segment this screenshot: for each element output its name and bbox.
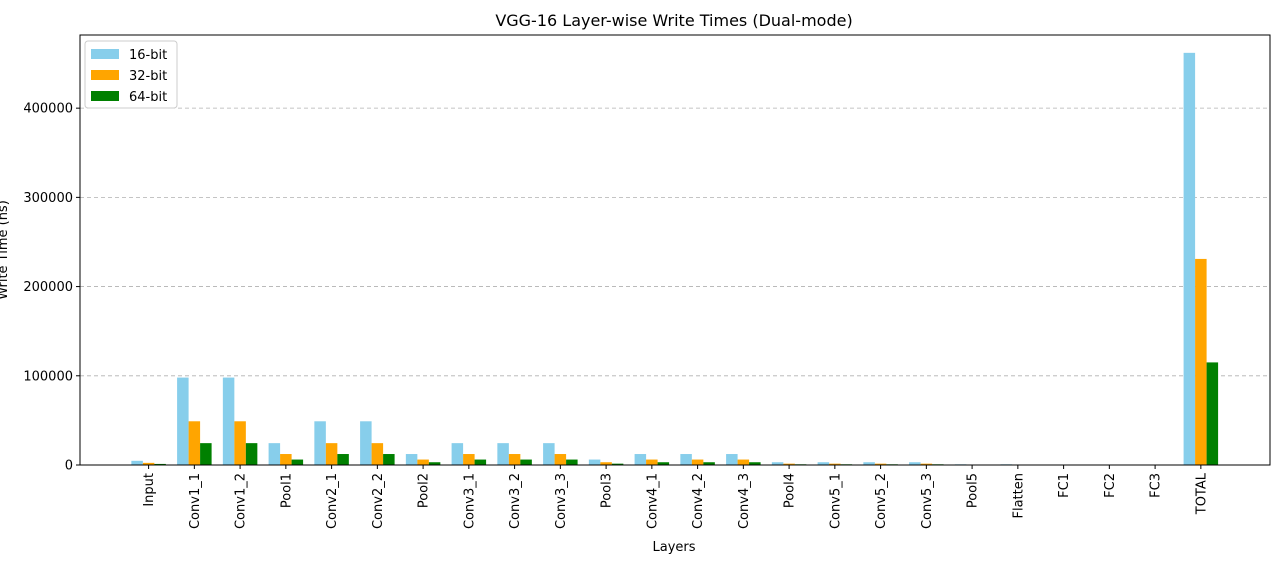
x-tick-label: Conv5_2 <box>874 473 889 529</box>
x-tick-label: Conv2_1 <box>325 473 340 529</box>
bar <box>188 421 201 465</box>
bar <box>405 454 418 465</box>
x-tick-label: Pool2 <box>417 473 432 508</box>
x-tick-label: Conv1_2 <box>234 473 249 529</box>
bar <box>771 462 784 465</box>
legend: 16-bit 32-bit 64-bit <box>84 40 178 109</box>
chart-title: VGG-16 Layer-wise Write Times (Dual-mode… <box>495 11 852 30</box>
bar <box>451 443 464 465</box>
x-tick-label: Conv5_3 <box>920 473 935 529</box>
x-tick-label: Conv4_3 <box>737 473 752 529</box>
x-tick-label: FC3 <box>1149 473 1164 498</box>
bar <box>245 443 258 465</box>
bar <box>131 460 143 465</box>
bar <box>291 459 304 465</box>
grid-lines <box>80 107 1270 377</box>
bar <box>554 454 567 465</box>
bar <box>543 443 555 465</box>
bar <box>737 459 750 465</box>
legend-swatch <box>91 49 119 59</box>
x-tick-label: Pool3 <box>600 473 615 508</box>
x-tick-label: Conv4_1 <box>645 473 660 529</box>
bar <box>588 459 601 465</box>
legend-swatch <box>91 70 119 80</box>
bar <box>280 454 292 465</box>
bar <box>646 459 658 465</box>
bar <box>566 459 578 465</box>
bar <box>314 421 326 465</box>
bar <box>783 463 795 465</box>
bar <box>325 443 338 465</box>
x-tick-label: Input <box>142 473 157 507</box>
bar <box>142 462 155 465</box>
bar <box>657 462 670 465</box>
bar <box>268 443 281 465</box>
bar <box>863 462 875 465</box>
x-tick-label: Conv5_1 <box>828 473 843 529</box>
bar <box>200 443 212 465</box>
y-tick-label: 200000 <box>23 280 73 295</box>
bar <box>749 462 761 465</box>
bar <box>474 459 487 465</box>
bar <box>1195 258 1207 465</box>
x-tick-label: Conv3_2 <box>508 473 523 529</box>
bar <box>634 454 647 465</box>
bar <box>817 462 830 465</box>
bar <box>417 459 429 465</box>
bar <box>1206 362 1219 465</box>
y-tick-label: 300000 <box>23 191 73 206</box>
bar <box>383 454 395 465</box>
y-axis-title: Write Time (ns) <box>0 200 11 300</box>
y-axis: 0 100000 200000 300000 400000 <box>23 102 80 474</box>
bar <box>691 459 704 465</box>
bar <box>508 454 521 465</box>
bar <box>154 463 166 465</box>
legend-swatch <box>91 91 119 101</box>
legend-label: 16-bit <box>129 48 167 63</box>
bar <box>177 377 189 465</box>
x-tick-label: Conv2_2 <box>371 473 386 529</box>
bar <box>680 454 692 465</box>
bar <box>600 462 612 465</box>
x-tick-label: Conv4_2 <box>691 473 706 529</box>
y-tick-label: 0 <box>65 459 73 474</box>
y-tick-label: 100000 <box>23 369 73 384</box>
bar <box>909 462 921 465</box>
bar <box>428 462 441 465</box>
bar <box>222 377 235 465</box>
bar <box>611 463 624 465</box>
bar <box>1183 52 1196 466</box>
legend-label: 64-bit <box>129 90 167 105</box>
x-axis: Input Conv1_1 Conv1_2 Pool1 Conv2_1 Conv2_2 Po… <box>142 465 1209 529</box>
x-tick-label: Conv3_1 <box>462 473 477 529</box>
x-tick-label: Pool1 <box>279 473 294 508</box>
bar <box>497 443 509 465</box>
y-tick-label: 400000 <box>23 102 73 117</box>
x-tick-label: Pool4 <box>783 473 798 508</box>
bar <box>337 454 349 465</box>
plot-frame <box>79 34 1271 466</box>
bar <box>371 443 384 465</box>
bar <box>520 459 532 465</box>
bars <box>131 52 1219 466</box>
bar <box>920 463 933 465</box>
x-tick-label: Conv1_1 <box>188 473 203 529</box>
legend-label: 32-bit <box>129 69 167 84</box>
x-tick-label: TOTAL <box>1194 472 1209 515</box>
bar <box>874 463 887 465</box>
bar <box>726 454 738 465</box>
x-tick-label: Flatten <box>1011 473 1026 519</box>
x-tick-label: Conv3_3 <box>554 473 569 529</box>
bar <box>829 463 841 465</box>
bar <box>234 421 246 465</box>
x-tick-label: FC2 <box>1103 473 1118 498</box>
bar <box>703 462 715 465</box>
bar <box>463 454 475 465</box>
x-axis-title: Layers <box>652 540 695 555</box>
bar <box>360 421 372 465</box>
x-tick-label: Pool5 <box>966 473 981 508</box>
x-tick-label: FC1 <box>1057 473 1072 498</box>
